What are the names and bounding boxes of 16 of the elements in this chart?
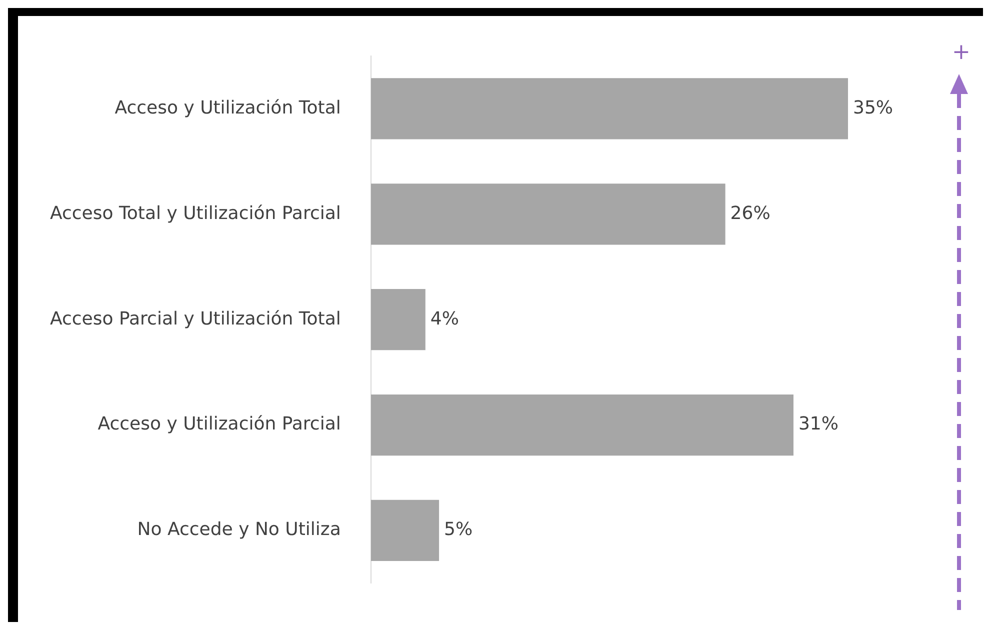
data-label: 31% <box>798 414 838 435</box>
data-label: 5% <box>444 519 473 540</box>
y-tick-label: Acceso Total y Utilización Parcial <box>50 202 341 224</box>
bar <box>370 78 848 140</box>
bar <box>370 500 440 562</box>
y-tick-label: No Accede y No Utiliza <box>137 519 341 540</box>
y-tick-label: Acceso y Utilización Parcial <box>98 414 341 435</box>
data-label: 4% <box>430 308 459 330</box>
y-tick-label: Acceso Parcial y Utilización Total <box>50 308 341 330</box>
bar <box>370 289 426 350</box>
bar <box>370 184 726 245</box>
data-label: 26% <box>730 202 770 224</box>
bar <box>370 394 794 456</box>
text: + <box>952 40 970 65</box>
y-tick-label: Acceso y Utilización Total <box>114 97 341 118</box>
data-label: 35% <box>853 97 894 118</box>
